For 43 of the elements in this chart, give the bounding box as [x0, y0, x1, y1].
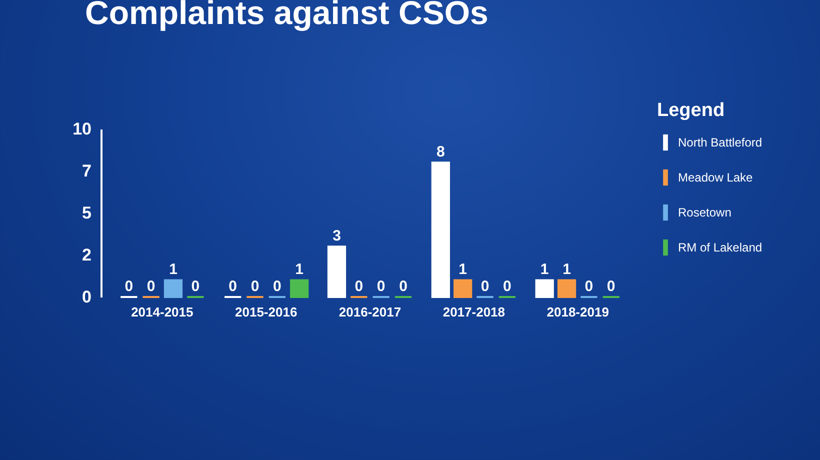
- data-label: 1: [562, 261, 571, 278]
- data-label: 1: [169, 261, 178, 278]
- data-label: 0: [272, 278, 282, 295]
- bar: [535, 279, 554, 298]
- data-label: 0: [124, 278, 134, 295]
- x-tick-label: 2014-2015: [131, 304, 194, 320]
- bar: [557, 279, 576, 298]
- data-label: 3: [332, 228, 341, 245]
- data-label: 8: [436, 144, 445, 161]
- data-label: 0: [503, 278, 512, 295]
- bar: [454, 279, 472, 298]
- legend-title: Legend: [657, 100, 725, 121]
- y-tick-label: 0: [82, 288, 92, 306]
- chart-title: Complaints against CSOs: [85, 0, 488, 31]
- bar: [431, 162, 450, 298]
- bar: [290, 279, 309, 298]
- data-label: 1: [540, 261, 549, 278]
- legend-label: North Battleford: [678, 136, 762, 150]
- y-tick-label: 2: [82, 246, 92, 264]
- data-label: 0: [228, 278, 237, 295]
- legend-label: RM of Lakeland: [678, 240, 762, 254]
- legend-label: Rosetown: [678, 206, 732, 220]
- y-tick-label: 5: [82, 204, 92, 222]
- data-label: 0: [606, 278, 616, 295]
- x-tick-label: 2016-2017: [338, 304, 402, 320]
- data-label: 0: [191, 278, 200, 295]
- data-label: 0: [146, 278, 156, 295]
- x-tick-label: 2017-2018: [442, 304, 506, 320]
- bar: [327, 246, 346, 298]
- data-label: 0: [250, 278, 260, 295]
- data-label: 0: [399, 278, 408, 295]
- data-label: 0: [584, 278, 594, 295]
- data-label: 1: [458, 261, 468, 278]
- legend-label: Meadow Lake: [678, 170, 754, 184]
- data-label: 0: [480, 278, 490, 295]
- y-tick-label: 10: [72, 120, 92, 138]
- data-label: 0: [354, 278, 364, 295]
- data-label: 1: [295, 261, 304, 278]
- bar: [164, 279, 183, 298]
- x-tick-label: 2015-2016: [234, 304, 298, 320]
- x-tick-label: 2018-2019: [546, 304, 609, 320]
- data-label: 0: [376, 278, 386, 295]
- y-tick-label: 7: [82, 162, 92, 180]
